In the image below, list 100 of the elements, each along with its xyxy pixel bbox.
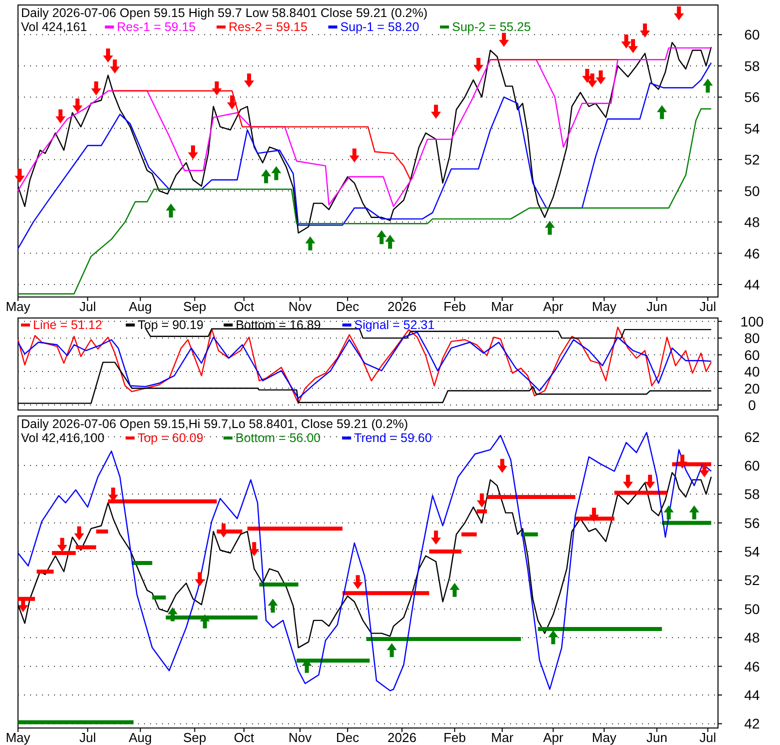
x-tick-label: Feb <box>443 299 466 314</box>
point <box>166 204 176 218</box>
text: Vol 424,161 <box>21 20 88 34</box>
legend-label: Top = 60.09 <box>138 431 204 445</box>
point <box>497 458 508 473</box>
x-tick-label: Sep <box>183 730 206 745</box>
text: Vol 42,416,100 <box>21 431 104 445</box>
x-tick-label: Dec <box>336 299 360 314</box>
point <box>376 230 387 244</box>
x-tick-label: Jun <box>646 299 668 314</box>
point <box>628 39 638 54</box>
x-tick-label: May <box>592 299 617 314</box>
point <box>622 474 633 489</box>
x-tick-label: Apr <box>543 730 564 745</box>
point <box>588 508 599 522</box>
legend-label: Res-1 = 59.15 <box>116 20 196 34</box>
x-tick-label: Apr <box>543 299 564 314</box>
y-tick-label: 0 <box>748 396 756 413</box>
legend-label: Sup-1 = 58.20 <box>340 20 420 34</box>
x-tick-label: Oct <box>234 730 254 745</box>
y-tick-label: 60 <box>744 346 760 363</box>
x-tick-label: Jul <box>79 730 96 745</box>
x-tick-label: 2026 <box>388 299 416 314</box>
x-tick-label: Mar <box>491 730 514 745</box>
point <box>473 58 484 72</box>
x-tick-label: Jul <box>699 299 716 314</box>
point <box>640 24 650 38</box>
y-tick-label: 80 <box>744 330 760 346</box>
point <box>476 493 487 508</box>
point <box>212 81 222 96</box>
point <box>699 463 710 478</box>
point <box>621 34 632 48</box>
point <box>677 454 688 469</box>
legend-label: Signal = 52.31 <box>354 318 435 332</box>
x-tick-label: Aug <box>128 730 152 745</box>
point <box>544 220 555 235</box>
y-tick-label: 52 <box>744 152 760 168</box>
x-tick-label: Jun <box>646 730 668 745</box>
legend-label: Trend = 59.60 <box>354 431 432 445</box>
y-tick-label: 54 <box>744 120 760 136</box>
legend-label: Line = 51.12 <box>33 318 102 332</box>
point <box>352 575 363 590</box>
point <box>227 95 238 110</box>
point <box>72 98 82 112</box>
point <box>168 607 178 622</box>
y-tick-label: 48 <box>744 630 760 646</box>
line-series <box>17 62 712 250</box>
point <box>74 526 84 540</box>
point <box>498 32 509 47</box>
line-series <box>17 47 712 208</box>
point <box>349 148 360 162</box>
x-tick-label: Jul <box>79 299 96 314</box>
x-tick-label: Oct <box>234 299 254 314</box>
point <box>14 168 25 183</box>
point <box>110 59 120 74</box>
x-tick-label: Nov <box>288 730 312 745</box>
point <box>596 70 606 84</box>
y-tick-label: 60 <box>744 26 760 43</box>
point <box>430 530 441 545</box>
point <box>548 630 558 644</box>
x-tick-label: Mar <box>491 299 514 314</box>
point <box>305 236 316 250</box>
x-tick-label: May <box>6 299 31 314</box>
line-series <box>17 108 712 294</box>
point <box>386 643 397 658</box>
y-tick-label: 58 <box>744 486 760 502</box>
x-tick-label: 2026 <box>388 730 416 745</box>
point <box>249 542 260 556</box>
point <box>261 169 272 184</box>
chart-title: Daily 2026-07-06 Open 59.15,Hi 59.7,Lo 58.8401, Close 59.21 (0.2%) <box>21 417 408 431</box>
point <box>674 6 684 20</box>
y-tick-label: 58 <box>744 58 760 74</box>
chart-title: Daily 2026-07-06 Open 59.15 High 59.7 Low 58.8401 Close 59.21 (0.2%) <box>21 6 428 20</box>
x-tick-label: Jul <box>699 730 716 745</box>
y-tick-label: 56 <box>744 89 760 106</box>
legend-label: Res-2 = 59.15 <box>228 20 308 34</box>
x-tick-label: May <box>6 730 31 745</box>
line-series <box>17 432 712 692</box>
y-tick-label: 54 <box>744 544 760 560</box>
point <box>582 68 592 83</box>
point <box>271 166 282 180</box>
y-tick-label: 56 <box>744 514 760 531</box>
x-tick-label: Feb <box>443 730 466 745</box>
legend-label: Bottom = 56.00 <box>236 431 321 445</box>
y-tick-label: 50 <box>744 600 760 617</box>
y-tick-label: 100 <box>740 313 764 330</box>
y-tick-label: 60 <box>744 457 760 474</box>
x-tick-label: Nov <box>288 299 312 314</box>
x-tick-label: Aug <box>128 299 152 314</box>
y-tick-label: 50 <box>744 182 760 199</box>
x-tick-label: Sep <box>183 299 206 314</box>
y-tick-label: 52 <box>744 572 760 588</box>
legend-label: Top = 90.19 <box>138 318 204 332</box>
y-tick-label: 48 <box>744 214 760 230</box>
point <box>244 74 254 88</box>
y-tick-label: 44 <box>744 276 760 293</box>
point <box>450 582 460 597</box>
point <box>200 614 210 628</box>
point <box>194 572 205 586</box>
point <box>57 538 68 552</box>
